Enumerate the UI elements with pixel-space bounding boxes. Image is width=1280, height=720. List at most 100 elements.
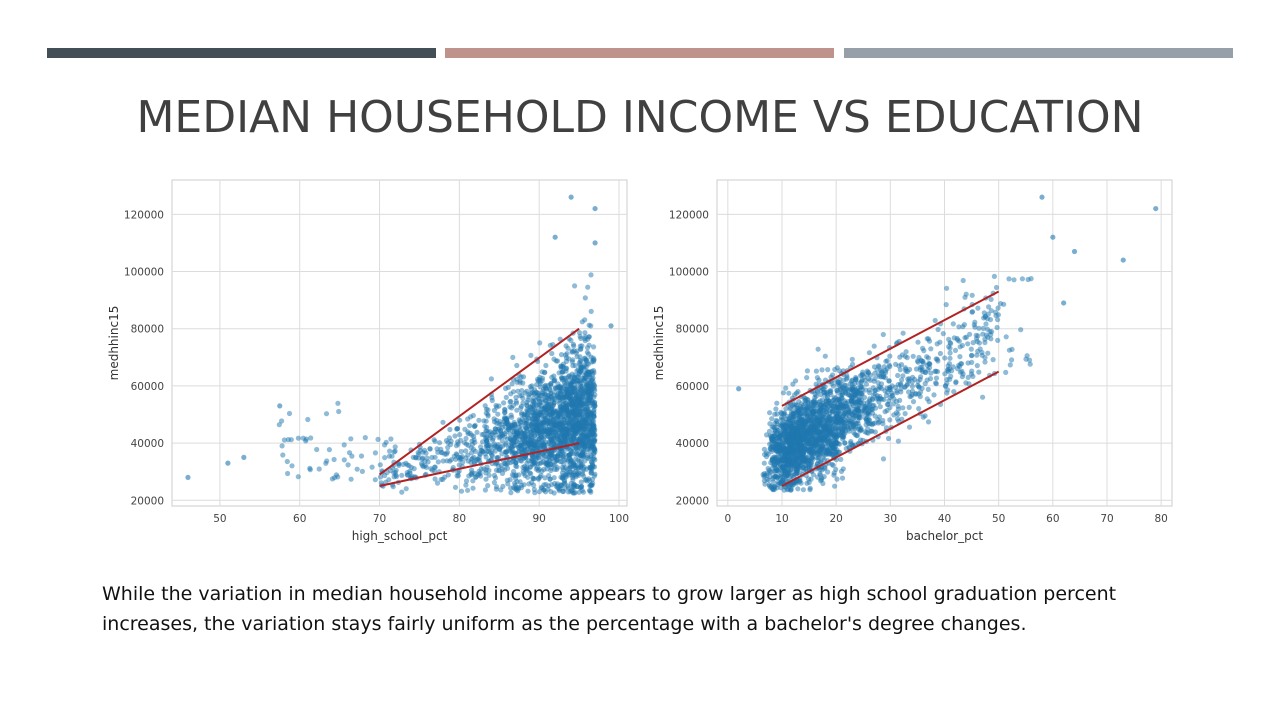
data-point [341, 457, 347, 463]
x-tick-label: 0 [724, 513, 731, 525]
data-point [774, 421, 780, 427]
data-point [849, 356, 855, 362]
data-point [498, 433, 504, 439]
data-point [590, 371, 596, 377]
data-point [358, 453, 365, 459]
data-point [469, 472, 475, 478]
data-point [562, 452, 568, 458]
data-point [388, 436, 394, 442]
data-point [467, 423, 473, 429]
x-tick-label: 70 [1100, 513, 1113, 525]
data-point [591, 404, 597, 410]
data-point [565, 345, 571, 351]
data-point [801, 432, 807, 438]
data-point [796, 453, 802, 459]
data-point [568, 463, 574, 470]
data-point [516, 445, 522, 451]
data-point [582, 330, 588, 336]
data-point [560, 488, 566, 495]
data-point [876, 384, 882, 390]
data-point [440, 419, 446, 425]
data-point [995, 317, 1001, 323]
data-point [865, 426, 871, 432]
data-point [766, 428, 773, 434]
data-point [818, 392, 824, 398]
data-point [447, 426, 453, 433]
data-point [807, 414, 814, 420]
data-point [536, 489, 542, 495]
data-point [427, 446, 433, 452]
data-point [491, 479, 497, 486]
data-point [435, 459, 441, 465]
data-point [561, 435, 567, 441]
data-point [585, 372, 591, 378]
data-point [472, 439, 478, 445]
data-point [578, 346, 584, 352]
data-point [840, 427, 846, 434]
data-point [586, 488, 593, 494]
data-point [786, 441, 792, 447]
data-point [574, 348, 580, 354]
data-point [423, 464, 429, 470]
data-point [564, 392, 570, 398]
data-point [508, 490, 514, 496]
data-point [988, 296, 994, 302]
data-point [819, 446, 825, 452]
x-tick-label: 50 [213, 513, 226, 525]
data-point [933, 375, 940, 381]
data-point [545, 462, 551, 468]
data-point [798, 441, 804, 447]
data-point [804, 480, 810, 486]
data-point [895, 411, 901, 417]
data-point [592, 205, 598, 212]
data-point [927, 376, 934, 382]
data-point [973, 332, 979, 338]
data-point [608, 323, 614, 329]
data-point [826, 451, 832, 457]
data-point [456, 462, 462, 468]
data-point [812, 395, 818, 401]
data-point [463, 478, 470, 484]
data-point [519, 482, 525, 488]
data-point [584, 349, 590, 355]
data-point [445, 472, 451, 478]
data-point [925, 367, 931, 373]
data-point [1027, 361, 1033, 367]
data-point [797, 406, 803, 412]
data-point [1006, 276, 1012, 282]
data-point [895, 406, 901, 412]
data-point [481, 431, 487, 437]
data-point [509, 437, 515, 443]
data-point [577, 333, 583, 339]
data-point [582, 443, 588, 449]
data-point [918, 374, 924, 380]
data-point [585, 284, 591, 290]
data-point [789, 472, 795, 479]
data-point [458, 488, 465, 494]
data-point [824, 391, 830, 397]
data-point [815, 346, 821, 352]
data-point [558, 352, 565, 358]
data-point [894, 416, 901, 422]
data-point [886, 398, 892, 404]
data-point [981, 315, 987, 321]
data-point [804, 437, 810, 443]
data-point [443, 438, 450, 444]
data-point [775, 438, 782, 444]
data-point [860, 369, 866, 375]
data-point [773, 473, 779, 479]
y-tick-label: 60000 [131, 381, 164, 393]
data-point [578, 479, 584, 485]
data-point [568, 194, 574, 200]
data-point [369, 464, 375, 470]
data-point [809, 440, 815, 446]
data-point [785, 461, 791, 467]
data-point [836, 368, 843, 374]
data-point [823, 402, 829, 408]
data-point [830, 416, 836, 422]
data-point [778, 473, 784, 479]
data-point [928, 346, 934, 352]
data-point [516, 424, 522, 430]
data-point [457, 432, 463, 438]
data-point [288, 437, 294, 443]
